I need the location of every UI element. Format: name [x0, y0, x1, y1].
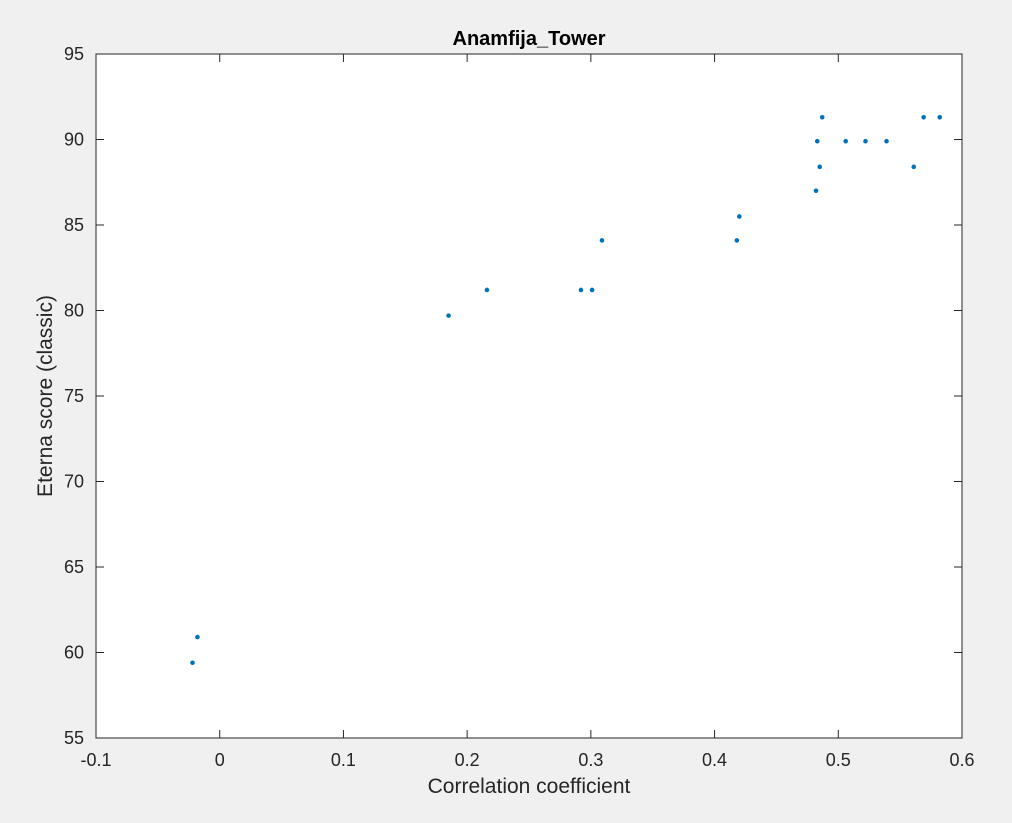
chart-title: Anamfija_Tower: [453, 28, 606, 50]
x-tick-label: 0: [215, 750, 225, 770]
data-point: [817, 164, 823, 170]
y-tick-label: 65: [64, 557, 84, 577]
x-tick-label: 0.6: [949, 750, 974, 770]
y-tick-label: 85: [64, 215, 84, 235]
data-point: [195, 634, 200, 640]
x-tick-label: 0.3: [578, 750, 603, 770]
y-axis-label: Eterna score (classic): [34, 295, 57, 497]
y-tick-label: 75: [64, 386, 84, 406]
x-tick-label: 0.1: [331, 750, 356, 770]
x-tick-label: -0.1: [80, 750, 111, 770]
y-tick-label: 70: [64, 472, 84, 492]
data-point: [589, 287, 595, 293]
data-point: [814, 138, 820, 144]
data-point: [937, 114, 943, 120]
data-point: [813, 188, 819, 194]
x-tick-label: 0.4: [702, 750, 727, 770]
data-point: [599, 238, 605, 243]
data-point: [819, 114, 825, 120]
y-tick-label: 95: [64, 44, 84, 64]
data-point: [911, 164, 917, 170]
y-tick-label: 55: [64, 728, 84, 748]
data-point: [446, 313, 451, 318]
data-point: [190, 660, 195, 666]
data-point: [734, 238, 740, 243]
data-point: [484, 287, 490, 293]
data-point: [921, 114, 926, 120]
data-point: [863, 138, 868, 144]
y-tick-label: 60: [64, 643, 84, 663]
data-point: [884, 138, 889, 144]
plot-area: [96, 54, 962, 738]
data-point: [843, 138, 849, 144]
x-tick-label: 0.2: [455, 750, 480, 770]
x-tick-label: 0.5: [826, 750, 851, 770]
axes-box: [95, 53, 963, 739]
x-axis-label: Correlation coefficient: [428, 775, 631, 798]
y-tick-label: 80: [64, 301, 84, 321]
y-tick-label: 90: [64, 130, 84, 150]
data-point: [737, 214, 742, 219]
data-point: [578, 287, 584, 293]
